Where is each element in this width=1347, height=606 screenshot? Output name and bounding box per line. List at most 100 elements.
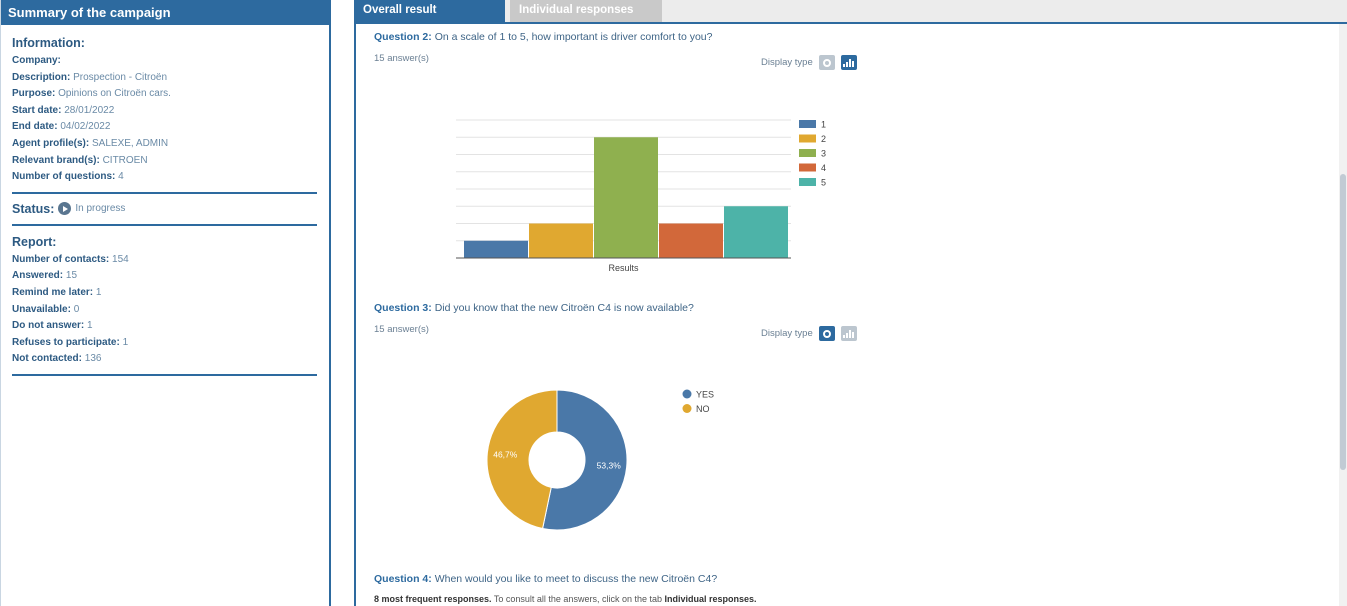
report-label: Do not answer: <box>12 320 85 332</box>
report-row: Do not answer: 1 <box>12 318 318 335</box>
question-4-number: Question 4: <box>374 573 432 585</box>
bar-chart-toggle-icon[interactable] <box>840 55 857 70</box>
info-value: SALEXE, ADMIN <box>92 137 169 149</box>
legend-label-2: 2 <box>821 134 826 144</box>
info-row: Start date: 28/01/2022 <box>12 103 318 120</box>
info-row: Agent profile(s): SALEXE, ADMIN <box>12 136 318 153</box>
legend-label-4: 4 <box>821 163 826 173</box>
question-3-pie-chart: 53,3% 46,7% YES NO <box>486 389 714 531</box>
info-value: 04/02/2022 <box>60 121 111 133</box>
bar-3 <box>594 137 658 258</box>
question-4-note-text: To consult all the answers, click on the… <box>493 594 662 604</box>
tabs-bar: Overall result Individual responses <box>354 0 1347 24</box>
question-4-title: Question 4: When would you like to meet … <box>374 573 717 585</box>
info-row: Company: <box>12 53 318 70</box>
individual-responses-link[interactable]: Individual responses. <box>664 594 757 604</box>
legend-dot-yes <box>682 389 692 399</box>
report-section: Report: Number of contacts: 154 Answered:… <box>1 235 329 368</box>
question-3-number: Question 3: <box>374 302 432 314</box>
legend-label-5: 5 <box>821 178 826 188</box>
info-label: End date: <box>12 121 58 133</box>
info-row: Relevant brand(s): CITROEN <box>12 153 318 170</box>
pie-chart-toggle-icon[interactable] <box>818 55 835 70</box>
question-2-bar-chart: Results 1 2 3 4 5 <box>456 119 826 273</box>
info-label: Number of questions: <box>12 171 116 183</box>
info-row: Description: Prospection - Citroën <box>12 70 318 87</box>
legend-dot-no <box>682 404 692 413</box>
report-label: Unavailable: <box>12 303 71 315</box>
question-3-answer-count: 15 answer(s) <box>374 324 429 335</box>
legend-label-no: NO <box>696 404 710 414</box>
report-label: Number of contacts: <box>12 253 110 265</box>
slice-yes <box>541 389 628 531</box>
bar-1 <box>464 240 528 258</box>
report-row: Answered: 15 <box>12 268 318 285</box>
question-4-text: When would you like to meet to discuss t… <box>434 573 718 585</box>
info-value: 28/01/2022 <box>64 104 115 116</box>
info-row: End date: 04/02/2022 <box>12 119 318 136</box>
info-value: CITROEN <box>102 154 148 166</box>
report-row: Refuses to participate: 1 <box>12 335 318 352</box>
information-title: Information: <box>12 36 85 50</box>
play-icon <box>58 202 72 216</box>
information-list: Company: Description: Prospection - Citr… <box>12 53 318 186</box>
question-2-title: Question 2: On a scale of 1 to 5, how im… <box>374 31 712 43</box>
report-value: 1 <box>95 286 102 298</box>
question-4-note-bold: 8 most frequent responses. <box>374 594 492 604</box>
info-label: Company: <box>12 55 61 66</box>
info-label: Agent profile(s): <box>12 137 90 149</box>
report-row: Remind me later: 1 <box>12 285 318 302</box>
question-3-title: Question 3: Did you know that the new Ci… <box>374 302 694 314</box>
bar-chart-toggle-icon[interactable] <box>840 326 857 341</box>
scrollbar-thumb[interactable] <box>1340 174 1346 470</box>
info-value: 4 <box>118 171 124 183</box>
status-section: Status: In progress <box>1 201 329 217</box>
slice-value-label: 46,7% <box>493 450 518 460</box>
report-value: 136 <box>84 353 102 365</box>
report-row: Number of contacts: 154 <box>12 252 318 269</box>
legend-label-yes: YES <box>696 390 714 400</box>
separator <box>12 191 317 194</box>
bar-5 <box>724 206 788 258</box>
pie-chart-toggle-icon[interactable] <box>818 326 835 341</box>
report-label: Remind me later: <box>12 286 94 298</box>
info-label: Purpose: <box>12 88 56 100</box>
legend-label-1: 1 <box>821 120 826 130</box>
display-type-label: Display type <box>761 57 813 68</box>
report-row: Not contacted: 136 <box>12 351 318 368</box>
question-4-note: 8 most frequent responses. To consult al… <box>374 594 757 604</box>
question-3-display-type: Display type <box>761 326 857 341</box>
slice-no <box>486 389 558 530</box>
legend-swatch-5 <box>799 178 816 186</box>
category-label: Results <box>608 263 639 273</box>
report-value: 15 <box>65 270 78 282</box>
report-row: Unavailable: 0 <box>12 302 318 319</box>
vertical-scrollbar[interactable] <box>1339 24 1347 606</box>
report-label: Answered: <box>12 270 64 282</box>
info-row: Number of questions: 4 <box>12 169 318 186</box>
status-value: In progress <box>75 203 126 215</box>
question-2-answer-count: 15 answer(s) <box>374 53 429 64</box>
summary-header: Summary of the campaign <box>1 0 329 25</box>
report-value: 1 <box>87 320 93 332</box>
report-value: 0 <box>73 303 80 315</box>
question-2-number: Question 2: <box>374 31 432 43</box>
legend-swatch-1 <box>799 120 816 128</box>
results-content: Question 2: On a scale of 1 to 5, how im… <box>354 24 1339 606</box>
info-label: Start date: <box>12 104 62 116</box>
report-value: 1 <box>122 336 129 348</box>
info-label: Relevant brand(s): <box>12 154 100 166</box>
separator <box>12 223 317 226</box>
question-2-text: On a scale of 1 to 5, how important is d… <box>434 31 713 43</box>
report-label: Refuses to participate: <box>12 336 120 348</box>
display-type-label: Display type <box>761 328 813 339</box>
summary-panel: Summary of the campaign Information: Com… <box>0 0 331 606</box>
report-title: Report: <box>12 234 57 249</box>
information-section: Information: Company: Description: Prosp… <box>1 36 329 186</box>
legend-swatch-4 <box>799 163 816 172</box>
tab-overall-result[interactable]: Overall result <box>354 0 505 22</box>
tab-individual-responses[interactable]: Individual responses <box>510 0 662 22</box>
report-value: 154 <box>112 253 129 265</box>
legend-swatch-2 <box>799 134 816 143</box>
bar-2 <box>529 223 593 258</box>
